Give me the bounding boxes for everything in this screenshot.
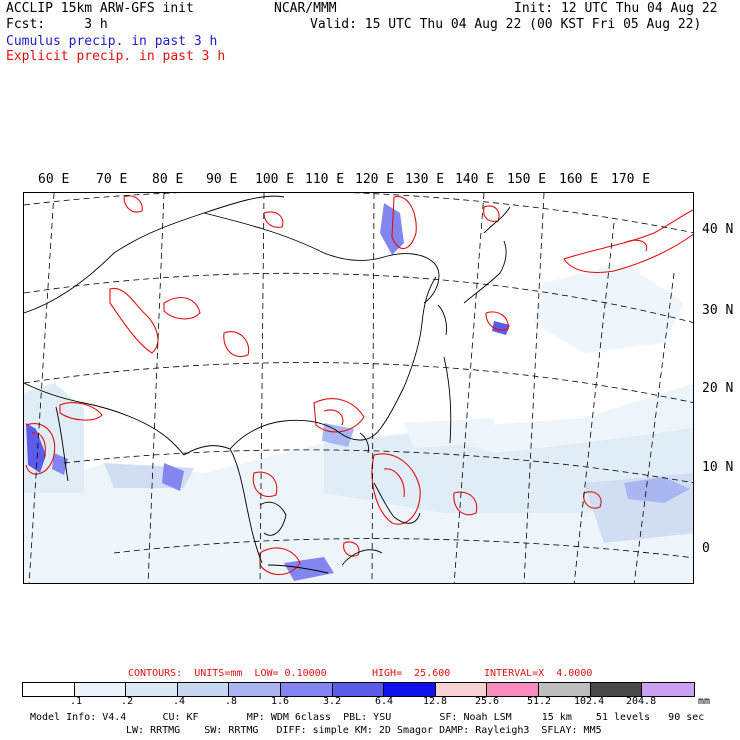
lon-label-130e: 130 E xyxy=(405,172,445,187)
lon-label-110e: 110 E xyxy=(305,172,345,187)
lon-label-150e: 150 E xyxy=(507,172,547,187)
color-bin-9 xyxy=(487,683,539,696)
map-canvas xyxy=(24,193,693,583)
tick-label: .8 xyxy=(225,696,238,707)
explicit-label: Explicit precip. in past 3 h xyxy=(6,49,226,64)
lat-label-10n: 10 N xyxy=(702,460,734,475)
lon-label-100e: 100 E xyxy=(255,172,295,187)
tick-label: 1.6 xyxy=(271,696,290,707)
color-bin-4 xyxy=(229,683,281,696)
color-bin-3 xyxy=(177,683,230,696)
color-bin-0 xyxy=(23,683,75,696)
lon-label-70e: 70 E xyxy=(96,172,128,187)
unit-label: mm xyxy=(698,696,711,707)
explicit-precip-contours xyxy=(25,195,693,576)
color-bin-12 xyxy=(642,683,694,696)
color-bin-5 xyxy=(280,683,333,696)
lon-label-80e: 80 E xyxy=(152,172,184,187)
color-bin-1 xyxy=(74,683,127,696)
lon-label-170e: 170 E xyxy=(611,172,651,187)
contours-high: HIGH= 25.600 xyxy=(372,668,451,679)
color-bin-10 xyxy=(538,683,591,696)
model-info-line1: Model Info: V4.4 CU: KF MP: WDM 6class P… xyxy=(30,712,705,723)
tick-label: .1 xyxy=(70,696,83,707)
forecast-hour: Fcst: 3 h xyxy=(6,17,108,32)
cumulus-precip-shading xyxy=(24,263,693,583)
cumulus-precip-heavy xyxy=(26,203,690,581)
color-bin-7 xyxy=(384,683,436,696)
lon-label-60e: 60 E xyxy=(38,172,70,187)
color-bin-2 xyxy=(126,683,178,696)
color-bin-11 xyxy=(590,683,643,696)
contours-interval: INTERVAL=X 4.0000 xyxy=(484,668,593,679)
lon-label-120e: 120 E xyxy=(355,172,395,187)
tick-label: 51.2 xyxy=(527,696,552,707)
lon-label-90e: 90 E xyxy=(206,172,238,187)
tick-label: 204.8 xyxy=(626,696,657,707)
center-label: NCAR/MMM xyxy=(274,1,337,16)
contours-info: CONTOURS: UNITS=mm LOW= 0.10000 xyxy=(128,668,327,679)
coastlines xyxy=(24,195,511,574)
lat-label-20n: 20 N xyxy=(702,381,734,396)
lat-label-30n: 30 N xyxy=(702,303,734,318)
lat-label-40n: 40 N xyxy=(702,222,734,237)
tick-label: 6.4 xyxy=(375,696,394,707)
cumulus-label: Cumulus precip. in past 3 h xyxy=(6,34,218,49)
color-bar xyxy=(22,682,695,697)
color-bin-8 xyxy=(435,683,488,696)
tick-label: 25.6 xyxy=(475,696,500,707)
lon-label-140e: 140 E xyxy=(455,172,495,187)
precip-map xyxy=(23,192,694,584)
tick-label: .4 xyxy=(173,696,186,707)
model-title: ACCLIP 15km ARW-GFS init xyxy=(6,1,194,16)
lat-label-0: 0 xyxy=(702,541,710,556)
graticule xyxy=(24,193,693,583)
color-bin-6 xyxy=(332,683,385,696)
init-time: Init: 12 UTC Thu 04 Aug 22 xyxy=(514,1,718,16)
lon-label-160e: 160 E xyxy=(559,172,599,187)
tick-label: .2 xyxy=(121,696,134,707)
tick-label: 102.4 xyxy=(574,696,605,707)
model-info-line2: LW: RRTMG SW: RRTMG DIFF: simple KM: 2D … xyxy=(126,725,602,736)
valid-time: Valid: 15 UTC Thu 04 Aug 22 (00 KST Fri … xyxy=(310,17,702,32)
tick-label: 12.8 xyxy=(423,696,448,707)
tick-label: 3.2 xyxy=(323,696,342,707)
